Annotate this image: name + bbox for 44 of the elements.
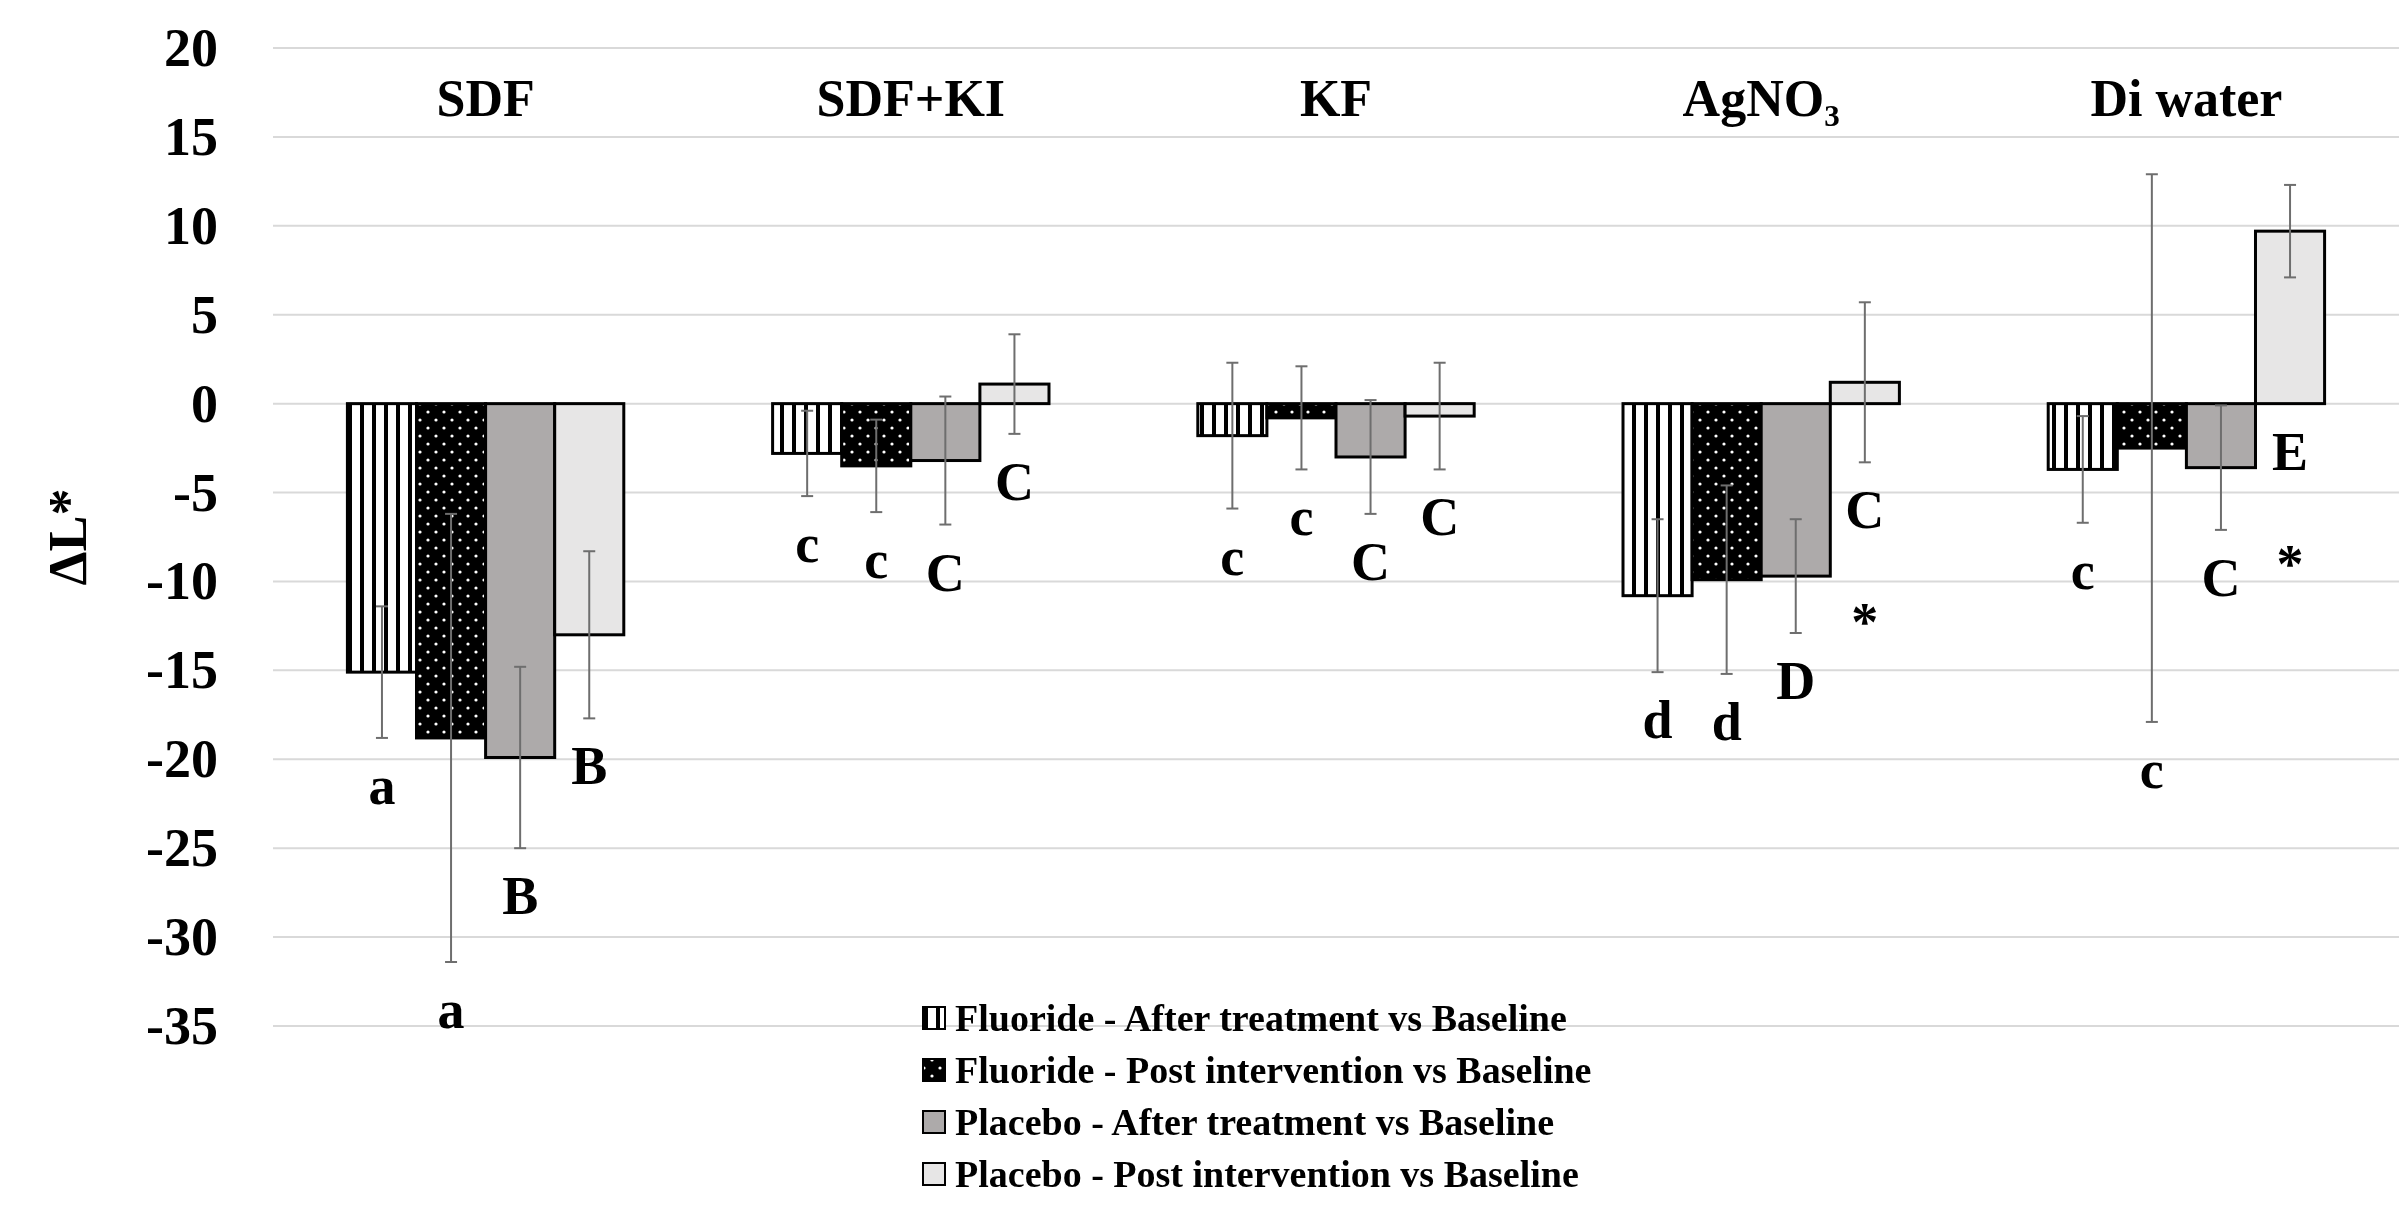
annotation: a — [437, 979, 465, 1040]
y-axis-title: ΔL* — [38, 488, 98, 586]
y-tick-label: -30 — [146, 907, 218, 968]
x-tick-label: KF — [1299, 69, 1373, 127]
y-tick-label: -10 — [146, 551, 218, 612]
legend-label: Placebo - After treatment vs Baseline — [955, 1101, 1555, 1143]
annotation: d — [1642, 690, 1673, 751]
y-tick-label: 20 — [164, 18, 218, 78]
annotation: a — [368, 755, 396, 816]
annotation: B — [571, 736, 608, 797]
annotation: c — [2139, 739, 2164, 800]
annotation: d — [1711, 691, 1742, 752]
annotation: C — [1420, 487, 1460, 548]
annotation: C — [1351, 531, 1391, 592]
annotation: * — [1851, 592, 1879, 653]
annotation: C — [925, 542, 965, 603]
annotation: c — [1289, 487, 1314, 548]
annotation: c — [864, 530, 889, 591]
x-tick-label: AgNO₃ — [1682, 69, 1840, 127]
legend-label: Placebo - Post intervention vs Baseline — [955, 1153, 1579, 1195]
legend-label: Fluoride - Post intervention vs Baseline — [955, 1049, 1592, 1091]
annotation: E — [2272, 421, 2309, 482]
y-tick-label: -35 — [146, 996, 218, 1056]
x-tick-label: SDF+KI — [816, 69, 1006, 127]
y-tick-label: -5 — [173, 462, 218, 523]
y-tick-label: -20 — [146, 729, 218, 790]
annotation: B — [502, 866, 539, 927]
annotation: c — [2070, 540, 2095, 601]
annotation: C — [2201, 547, 2241, 608]
annotation: * — [2276, 533, 2304, 594]
annotation: C — [1845, 480, 1885, 541]
annotation: D — [1776, 651, 1816, 712]
x-tick-label: Di water — [2090, 69, 2283, 127]
y-tick-label: -25 — [146, 818, 218, 879]
y-tick-label: 15 — [164, 106, 218, 167]
y-tick-label: 10 — [164, 195, 218, 256]
x-tick-label: SDF — [436, 69, 535, 127]
annotation: c — [1220, 526, 1245, 587]
annotation: C — [994, 451, 1034, 512]
legend-label: Fluoride - After treatment vs Baseline — [955, 997, 1567, 1039]
y-tick-label: -15 — [146, 640, 218, 701]
y-tick-label: 0 — [191, 373, 218, 434]
y-tick-label: 5 — [191, 284, 218, 345]
annotation: c — [795, 514, 820, 575]
